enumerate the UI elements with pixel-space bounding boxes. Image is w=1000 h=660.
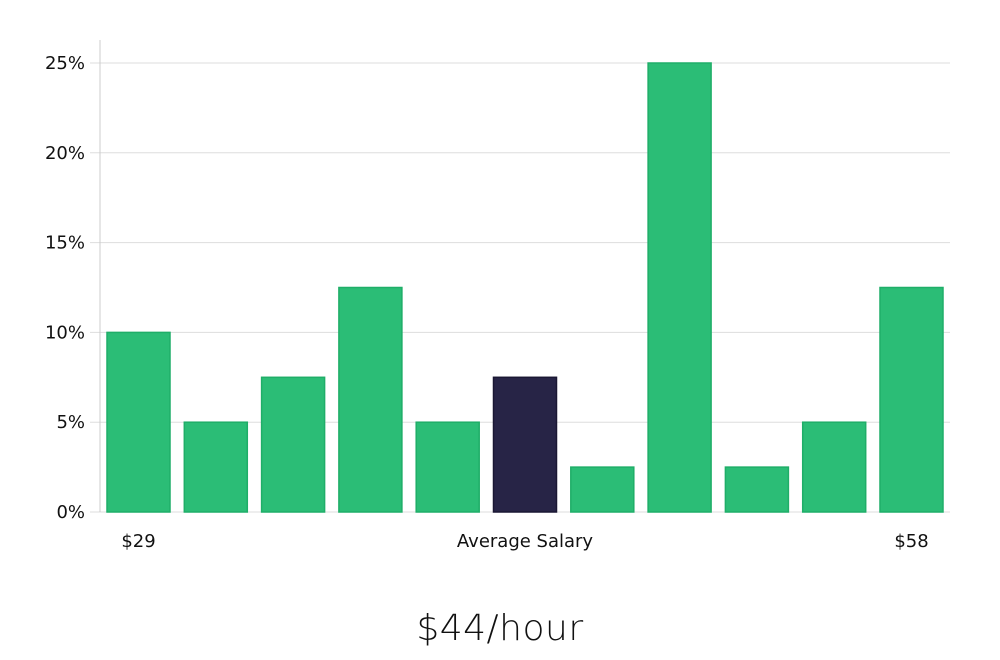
bar [801,421,867,513]
y-tick-label: 15% [45,233,85,254]
bar [106,331,171,513]
y-tick-label: 20% [45,143,85,164]
bar [647,62,712,513]
y-tick-label: 5% [56,412,85,433]
y-tick-label: 25% [45,53,85,74]
bar [415,421,480,513]
bar [183,421,249,513]
salary-histogram-chart: 0% 5% 10% 15% 20% 25% $29 Average Salary $58 [45,40,950,552]
x-label-max: $58 [894,531,928,552]
x-label-min: $29 [121,531,155,552]
bar [879,286,944,513]
bar [724,466,790,513]
y-axis-ticks: 0% 5% 10% 15% 20% 25% [45,53,85,523]
x-label-average-salary: Average Salary [457,531,594,552]
bar [338,286,403,513]
bars [106,62,944,513]
y-tick-label: 10% [45,322,85,343]
average-salary-headline: $44/hour [416,608,584,649]
bar [260,376,326,513]
bar-average [492,376,558,513]
y-tick-label: 0% [56,502,85,523]
bar [570,466,635,513]
